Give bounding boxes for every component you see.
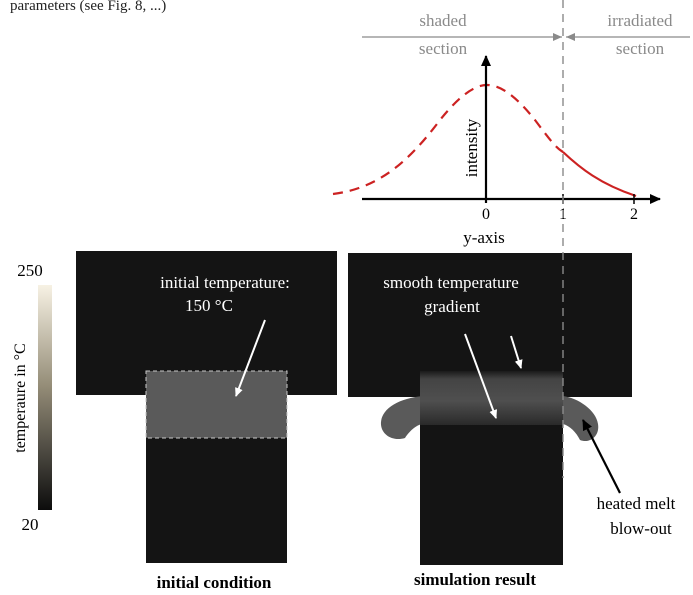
intensity-curve-irradiated bbox=[562, 151, 637, 198]
right-annotation-arrow-short bbox=[510, 335, 523, 369]
right-annotation-line2: gradient bbox=[424, 297, 480, 316]
smooth-gradient-zone bbox=[420, 371, 563, 425]
irradiated-section-label-line2: section bbox=[616, 39, 665, 58]
left-annotation-arrow bbox=[235, 319, 266, 397]
melt-annotation-arrow bbox=[582, 419, 621, 494]
intensity-plot: 0 1 2 intensity y-axis bbox=[332, 55, 661, 247]
initial-heated-zone bbox=[145, 370, 288, 439]
right-caption: simulation result bbox=[414, 570, 536, 589]
left-annotation-line2: 150 °C bbox=[185, 296, 233, 315]
colorbar-max-label: 250 bbox=[17, 261, 43, 280]
section-labels: shaded section irradiated section bbox=[362, 11, 690, 58]
tick-label-2: 2 bbox=[630, 206, 638, 223]
colorbar-min-label: 20 bbox=[22, 515, 39, 534]
left-annotation-line1: initial temperature: bbox=[160, 273, 290, 292]
melt-blowout-right bbox=[563, 396, 599, 442]
melt-blowout-left bbox=[380, 396, 423, 440]
right-annotation-arrow-long bbox=[464, 333, 497, 419]
tick-label-0: 0 bbox=[482, 206, 490, 223]
melt-annotation-line1: heated melt bbox=[597, 494, 676, 513]
right-panel: smooth temperature gradient heated melt … bbox=[348, 253, 676, 589]
right-annotation-line1: smooth temperature bbox=[383, 273, 519, 292]
intensity-curve-shaded bbox=[332, 83, 564, 196]
irradiated-section-label-line1: irradiated bbox=[607, 11, 673, 30]
melt-annotation-line2: blow-out bbox=[610, 519, 672, 538]
shaded-section-label-line1: shaded bbox=[419, 11, 467, 30]
x-axis-label: y-axis bbox=[463, 228, 505, 247]
shaded-section-label-line2: section bbox=[419, 39, 468, 58]
y-axis-label: intensity bbox=[462, 118, 481, 177]
left-panel: initial temperature: 150 °C initial cond… bbox=[76, 251, 337, 592]
colorbar-label: temperaure in °C bbox=[12, 343, 29, 452]
colorbar: 250 20 temperaure in °C bbox=[12, 261, 52, 534]
header-fragment: parameters (see Fig. 8, ...) bbox=[10, 0, 166, 14]
left-caption: initial condition bbox=[157, 573, 272, 592]
colorbar-gradient bbox=[38, 285, 52, 510]
